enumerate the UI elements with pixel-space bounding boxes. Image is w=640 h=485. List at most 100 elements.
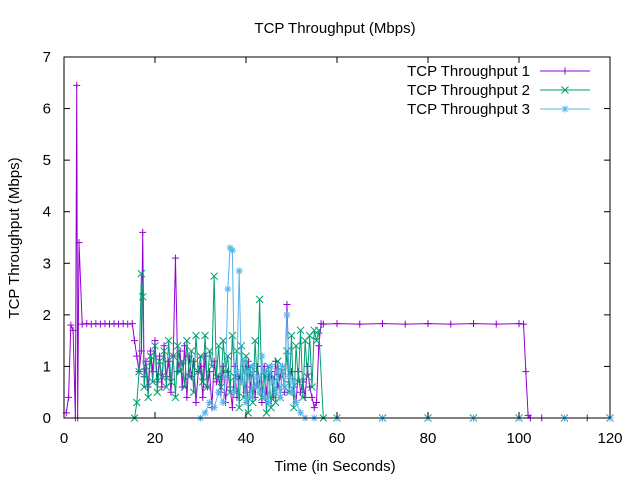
series-2-point (203, 383, 212, 391)
legend-swatch-marker (561, 105, 569, 113)
series-3-point (251, 383, 259, 391)
series-1-point (110, 320, 118, 328)
series-1-point (87, 320, 95, 328)
x-tick-label: 0 (60, 430, 68, 447)
series-1-point (183, 393, 191, 401)
series-2-point (303, 372, 312, 381)
series-1-point (101, 320, 109, 328)
series-3-point (269, 378, 277, 386)
series-3-point (242, 399, 250, 407)
series-2-point (192, 331, 200, 340)
series-2-point (140, 383, 148, 391)
series-1-point (151, 337, 159, 345)
series-2-point (160, 347, 168, 355)
series-2-point (219, 336, 228, 345)
series-2-point (176, 367, 184, 376)
series-1-point (165, 357, 173, 365)
series-1-point (192, 399, 200, 407)
series-3-point (228, 246, 236, 254)
series-3-point (260, 393, 268, 401)
series-1-point (228, 404, 236, 412)
series-1-point (139, 228, 147, 236)
series-3-point (210, 404, 218, 412)
series-3-point (283, 311, 291, 319)
series-2-point (167, 378, 175, 386)
series-3-point (249, 362, 257, 370)
legend-label: TCP Throughput 3 (407, 101, 530, 118)
plot-series-group (62, 81, 614, 422)
series-1-point (156, 352, 164, 360)
series-1-point (424, 320, 432, 328)
series-2-point (142, 362, 150, 371)
y-tick-label: 5 (43, 152, 51, 169)
legend-swatch-marker (561, 67, 569, 75)
series-2-point (194, 367, 203, 376)
legend-entry-2: TCP Throughput 2 (407, 82, 590, 99)
series-2-point (283, 347, 291, 355)
series-2-point (132, 398, 141, 407)
series-2-point (173, 341, 182, 350)
y-tick-label: 2 (43, 307, 51, 324)
series-2-point (201, 331, 209, 340)
series-3-point (288, 388, 295, 396)
series-1-point (313, 399, 321, 407)
series-1-point (146, 347, 154, 355)
series-3-point (262, 368, 270, 376)
series-1-point (131, 337, 139, 345)
chart-title: TCP Throughput (Mbps) (254, 20, 415, 37)
y-tick-label: 3 (43, 255, 51, 272)
series-2-point (223, 352, 232, 360)
series-3-point (247, 393, 255, 401)
series-3-point (297, 409, 305, 417)
series-1-point (115, 320, 123, 328)
series-1-point (160, 342, 168, 350)
series-1-point (171, 254, 179, 262)
series-2-point (196, 352, 205, 360)
series-2 (130, 269, 614, 422)
y-tick-label: 4 (43, 204, 51, 221)
series-2-point (151, 341, 159, 350)
series-2-point (237, 341, 246, 350)
series-1-point (75, 239, 83, 247)
series-2-point (308, 383, 316, 391)
series-1-point (522, 368, 530, 376)
series-1-point (308, 393, 316, 401)
series-2-point (212, 372, 221, 381)
x-tick-label: 120 (597, 430, 622, 447)
series-1-point (401, 320, 409, 328)
series-2-point (292, 341, 300, 350)
series-3-point (253, 373, 261, 381)
series-3-point (222, 373, 230, 381)
series-3-point (215, 388, 223, 396)
legend-swatch-marker (561, 86, 569, 94)
series-2-point (171, 393, 180, 402)
series-3 (197, 244, 614, 422)
y-tick-label: 7 (43, 49, 51, 66)
series-1-point (119, 320, 127, 328)
series-3-point (235, 267, 243, 275)
series-2-point (146, 352, 155, 360)
series-1-point (310, 404, 318, 412)
series-2-point (180, 383, 189, 391)
series-3-point (233, 368, 241, 376)
series-1-point (73, 81, 81, 89)
series-2-point (164, 336, 173, 345)
series-1-point (447, 320, 455, 328)
series-3-point (256, 388, 264, 396)
series-3-point (240, 357, 248, 365)
series-2-point (153, 388, 162, 397)
series-2-point (251, 336, 259, 345)
x-tick-label: 20 (147, 430, 164, 447)
series-3-point (201, 409, 209, 417)
series-2-point (208, 362, 216, 371)
legend-label: TCP Throughput 1 (407, 63, 530, 80)
series-2-point (187, 347, 196, 355)
series-2-point (185, 372, 193, 381)
series-1-point (333, 320, 341, 328)
x-axis-ticks: 0 20 40 60 80 100 120 (60, 57, 623, 447)
series-2-point (135, 367, 143, 376)
series-1-point (78, 320, 86, 328)
series-2-point (314, 326, 323, 335)
series-2-point (189, 388, 198, 397)
